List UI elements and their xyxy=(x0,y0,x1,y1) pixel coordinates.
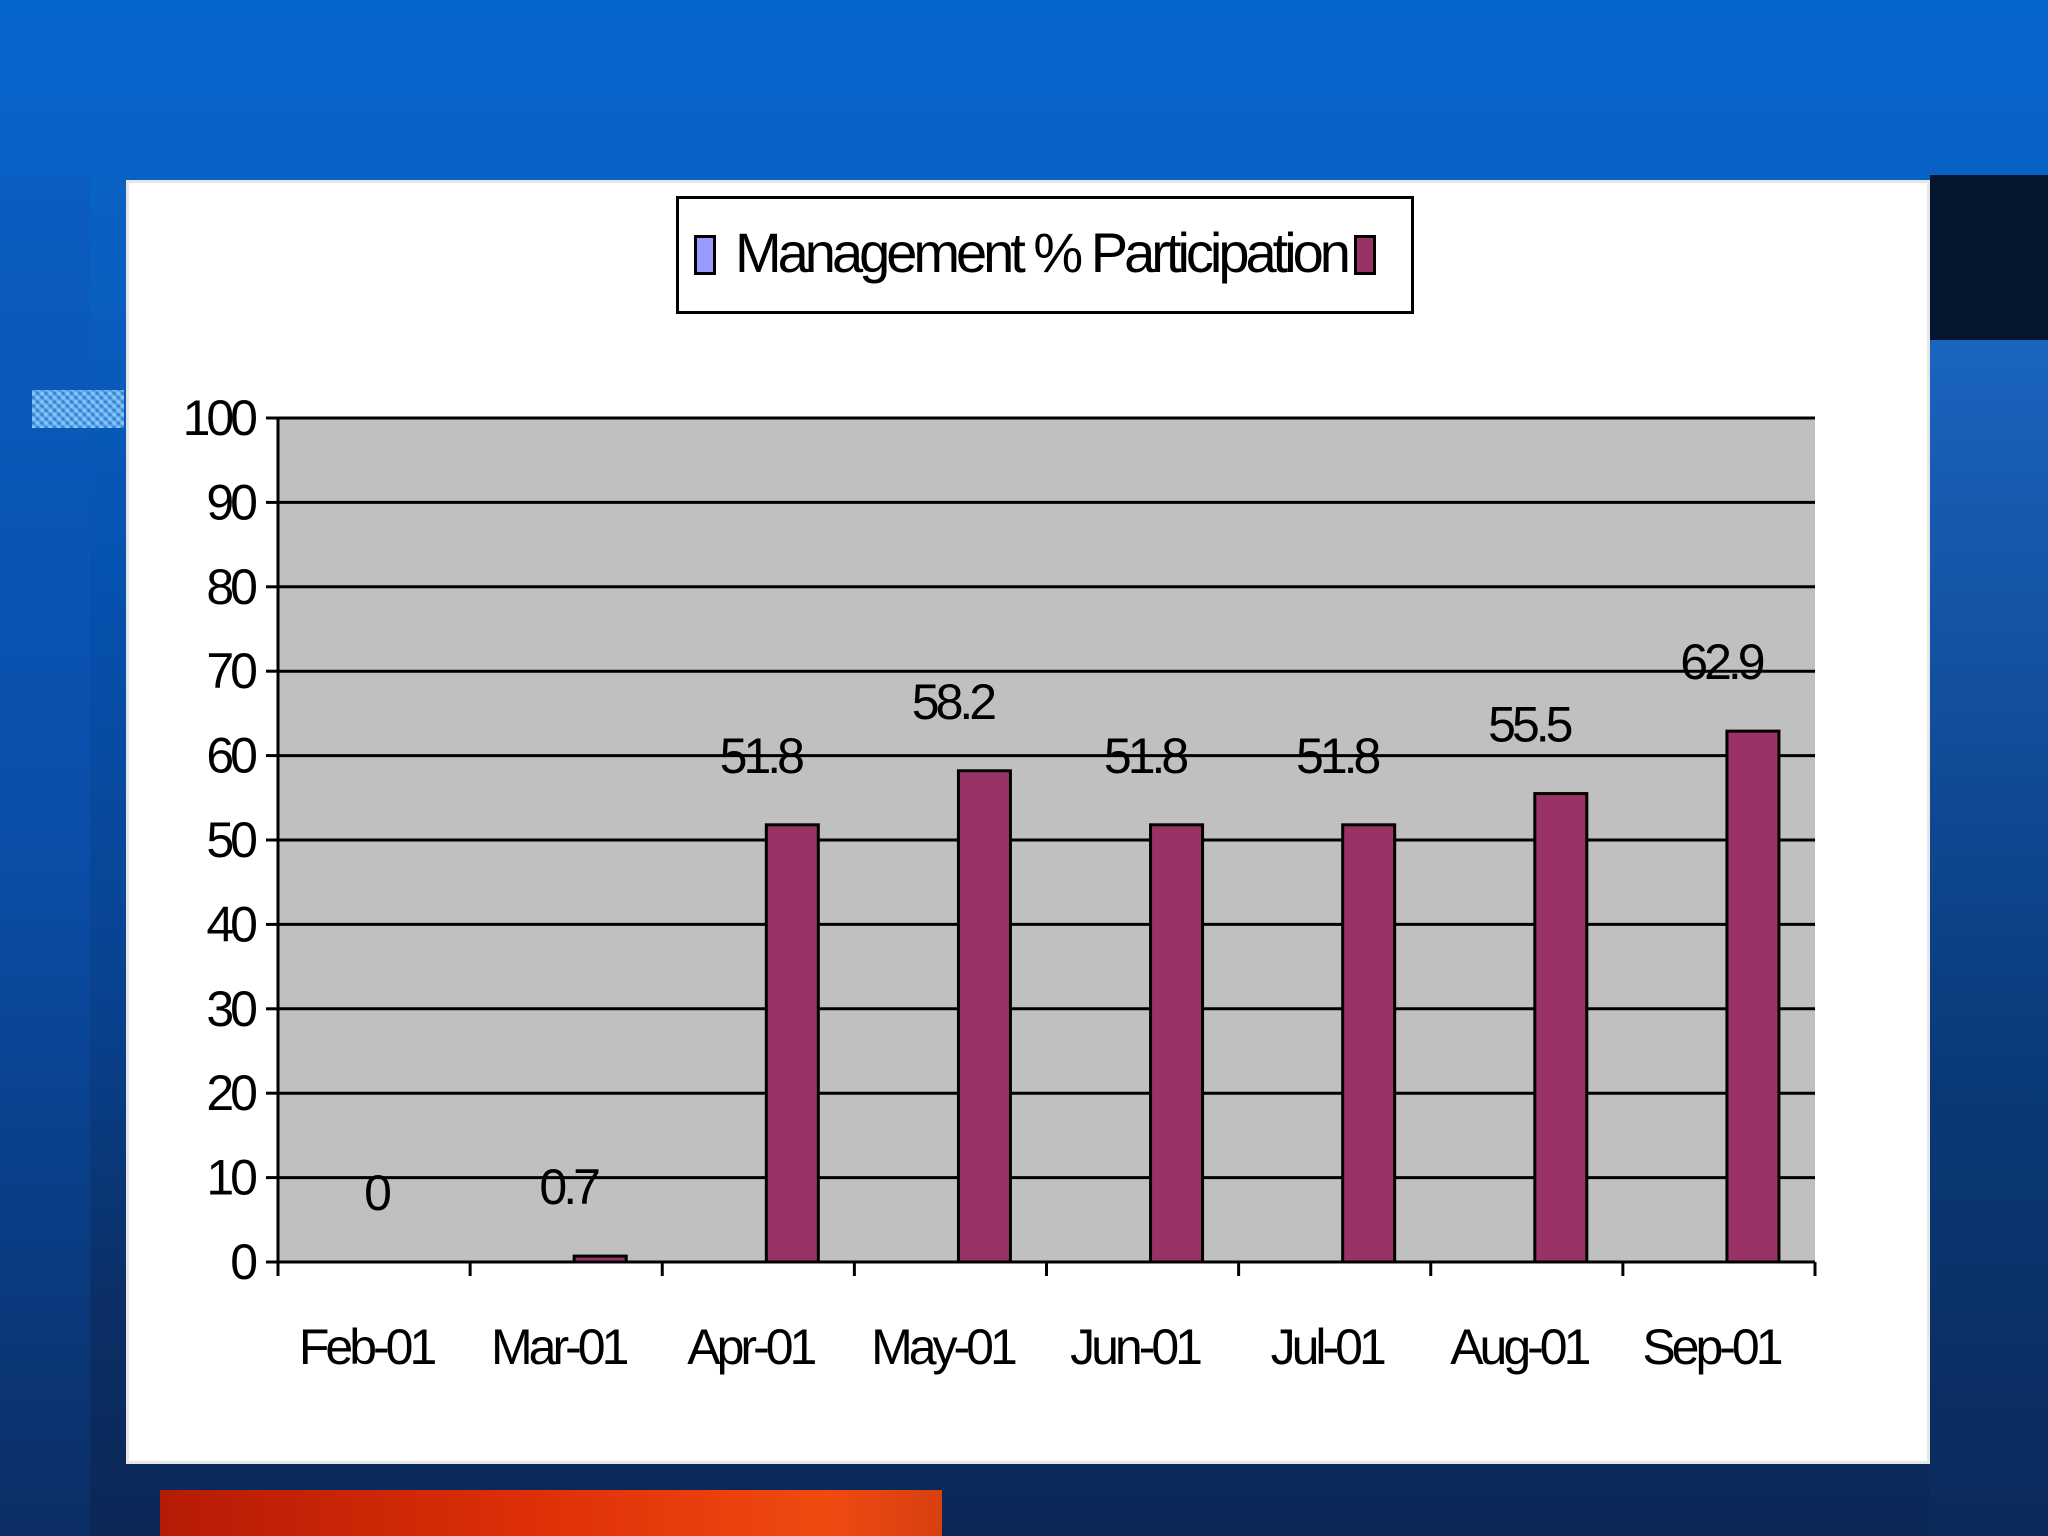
bar xyxy=(1149,823,1205,1264)
data-label: 0.7 xyxy=(539,1159,599,1215)
bar xyxy=(572,1254,628,1264)
data-label: 55.5 xyxy=(1488,697,1572,753)
data-label: 51.8 xyxy=(1104,728,1188,784)
x-tick-label: Jun-01 xyxy=(1070,1319,1201,1375)
y-tick-label: 10 xyxy=(206,1150,256,1206)
data-label: 58.2 xyxy=(912,674,996,730)
y-tick-label: 30 xyxy=(206,981,256,1037)
x-tick-label: Feb-01 xyxy=(299,1319,436,1375)
x-tick-label: Jul-01 xyxy=(1271,1319,1385,1375)
y-tick-label: 70 xyxy=(206,643,256,699)
legend-swatch-series-2 xyxy=(1354,235,1376,275)
y-tick-label: 90 xyxy=(206,474,256,530)
y-tick-label: 50 xyxy=(206,812,256,868)
data-label: 62.9 xyxy=(1680,634,1764,690)
x-tick-label: Aug-01 xyxy=(1450,1319,1589,1375)
y-tick-label: 0 xyxy=(230,1234,256,1290)
slide-decor-hatch xyxy=(32,390,124,428)
data-label: 51.8 xyxy=(720,728,804,784)
bar xyxy=(1533,792,1589,1264)
x-tick-label: May-01 xyxy=(871,1319,1016,1375)
slide-decor-band-right-lower xyxy=(1930,340,2048,1536)
x-tick-label: Sep-01 xyxy=(1642,1319,1781,1375)
slide-decor-bottom-accent xyxy=(160,1490,942,1536)
slide-decor-bottom-dark xyxy=(160,1470,410,1492)
y-tick-label: 80 xyxy=(206,559,256,615)
data-label: 0 xyxy=(364,1165,390,1221)
chart-legend: Management % Participation xyxy=(676,196,1414,314)
slide-decor-band-right xyxy=(1930,175,2048,340)
bar xyxy=(1341,823,1397,1264)
data-label: 51.8 xyxy=(1296,728,1380,784)
y-tick-label: 60 xyxy=(206,728,256,784)
y-tick-label: 20 xyxy=(206,1065,256,1121)
x-tick-label: Apr-01 xyxy=(687,1319,815,1375)
x-tick-label: Mar-01 xyxy=(491,1319,628,1375)
bar xyxy=(1725,729,1781,1264)
legend-swatch-series-1 xyxy=(694,235,716,275)
y-tick-label: 40 xyxy=(206,896,256,952)
bar xyxy=(956,769,1012,1264)
legend-label-series-1: Management % Participation xyxy=(735,221,1351,284)
bar xyxy=(764,823,820,1264)
y-tick-label: 100 xyxy=(183,390,257,446)
